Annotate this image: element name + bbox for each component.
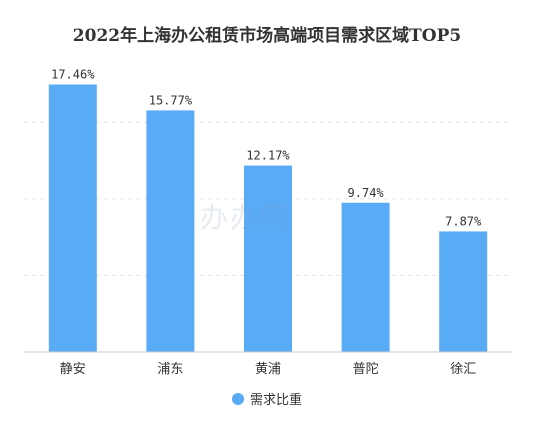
data-label-2: 15.77% [149, 93, 193, 107]
data-label-4: 9.74% [348, 186, 385, 200]
watermark-logo: 办办网 [200, 201, 291, 234]
legend[interactable]: 需求比重 [0, 389, 534, 408]
x-tick-label-2: 浦东 [157, 362, 183, 377]
data-labels: 17.46% 15.77% 12.17% 9.74% 7.87% [51, 68, 482, 229]
bar-5[interactable] [439, 231, 488, 352]
bar-1[interactable] [48, 84, 97, 352]
legend-swatch [231, 392, 244, 405]
x-tick-label-5: 徐汇 [450, 362, 476, 377]
chart-title: 2022年上海办公租赁市场高端项目需求区域TOP5 [72, 26, 462, 46]
x-tick-labels: 静安 浦东 黄浦 普陀 徐汇 [60, 361, 476, 377]
legend-label: 需求比重 [249, 393, 302, 408]
data-label-3: 12.17% [246, 149, 290, 163]
x-tick-label-1: 静安 [60, 362, 86, 377]
bar-2[interactable] [146, 110, 195, 353]
bars [48, 84, 488, 353]
bar-3[interactable] [244, 165, 292, 352]
data-label-1: 17.46% [51, 68, 95, 82]
data-label-5: 7.87% [445, 214, 482, 228]
bar-4[interactable] [341, 202, 390, 352]
x-tick-label-4: 普陀 [353, 361, 379, 377]
x-tick-label-3: 黄浦 [255, 362, 281, 377]
